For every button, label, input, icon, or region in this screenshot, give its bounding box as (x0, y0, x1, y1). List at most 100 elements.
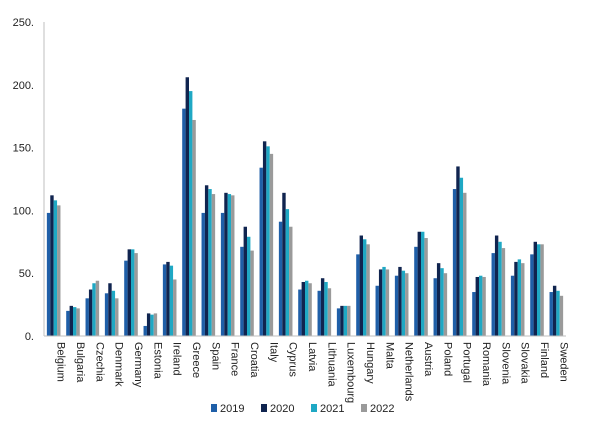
y-tick-label: 250. (13, 17, 34, 29)
bar-2022-spain (211, 194, 216, 336)
legend-swatch (311, 404, 317, 412)
bar-group-malta (375, 266, 390, 336)
bar-2021-latvia (305, 280, 309, 336)
bar-2022-estonia (153, 313, 158, 336)
legend-item-2022: 2022 (361, 403, 394, 415)
bar-2021-lithuania (324, 281, 328, 336)
bar-2020-cyprus (282, 192, 286, 336)
bar-2019-finland (530, 254, 534, 336)
bar-group-bulgaria (66, 305, 80, 336)
x-tick-label: Bulgaria (74, 342, 86, 383)
bar-2019-germany (124, 260, 128, 336)
bar-2019-croatia (240, 246, 244, 336)
bar-2021-ireland (169, 265, 174, 336)
bar-2020-austria (417, 231, 421, 336)
bar-2019-denmark (104, 293, 109, 336)
bar-2019-slovakia (510, 275, 515, 336)
x-tick-label: Denmark (113, 342, 125, 387)
bar-2021-bulgaria (73, 307, 77, 336)
x-tick-label: Estonia (151, 342, 163, 380)
bar-2019-slovenia (491, 253, 495, 336)
bar-2022-portugal (463, 192, 467, 336)
bar-2022-sweden (559, 295, 564, 336)
bar-2022-denmark (115, 298, 119, 336)
bar-2020-finland (533, 241, 537, 336)
x-tick-label: Netherlands (403, 342, 415, 402)
bar-2020-slovakia (514, 261, 518, 336)
bar-2021-netherlands (401, 270, 406, 336)
bar-2022-slovenia (501, 248, 506, 336)
bar-2022-luxembourg (347, 305, 351, 336)
legend-label: 2020 (270, 403, 294, 415)
bar-group-ireland (162, 261, 177, 336)
bar-2020-luxembourg (340, 305, 344, 336)
x-tick-label: Poland (441, 342, 453, 376)
x-tick-label: Spain (209, 342, 221, 370)
bar-2019-france (220, 212, 225, 336)
bar-2019-bulgaria (66, 310, 70, 336)
bar-2021-sweden (556, 290, 560, 336)
bar-2019-greece (182, 108, 186, 336)
bar-2020-malta (378, 269, 383, 336)
bar-group-italy (259, 141, 274, 336)
bar-2020-estonia (146, 313, 151, 336)
bar-2019-latvia (298, 289, 302, 336)
bar-2022-malta (385, 269, 390, 336)
bar-2021-slovakia (517, 259, 522, 336)
bar-group-latvia (298, 280, 312, 336)
bar-2022-slovakia (521, 263, 525, 336)
bar-2021-austria (421, 231, 425, 336)
bar-2021-hungary (363, 239, 367, 336)
bar-2019-sweden (549, 292, 553, 336)
legend-item-2019: 2019 (211, 403, 244, 415)
bar-2022-hungary (366, 244, 370, 336)
y-tick-label: 100. (13, 205, 34, 217)
bar-2021-malta (382, 266, 386, 336)
bar-2022-france (231, 195, 235, 336)
bar-group-czechia (85, 280, 100, 336)
x-tick-label: Czechia (93, 342, 105, 383)
legend-swatch (211, 404, 217, 412)
bar-group-slovakia (510, 259, 525, 336)
y-tick-label: 150. (13, 143, 34, 155)
bar-2022-bulgaria (76, 308, 80, 336)
x-tick-label: Belgium (55, 342, 67, 382)
bar-group-finland (530, 241, 544, 336)
bar-group-germany (124, 249, 138, 336)
bar-group-portugal (452, 166, 467, 336)
x-tick-label: Portugal (461, 342, 473, 383)
bar-group-slovenia (491, 235, 506, 336)
bar-2020-greece (185, 77, 189, 336)
bar-2020-lithuania (320, 278, 325, 336)
bar-group-luxembourg (336, 305, 351, 336)
bar-group-denmark (104, 283, 119, 336)
legend-label: 2019 (220, 403, 244, 415)
bar-2020-bulgaria (69, 305, 73, 336)
bar-2022-belgium (57, 205, 61, 336)
x-tick-label: Finland (538, 342, 550, 378)
bar-2022-netherlands (405, 273, 409, 336)
bar-group-estonia (143, 313, 158, 336)
bar-2022-greece (192, 119, 196, 336)
bar-2020-croatia (243, 226, 247, 336)
bar-2021-germany (131, 249, 135, 336)
x-tick-label: Slovakia (519, 342, 531, 384)
bars-group (46, 77, 564, 336)
bar-2021-portugal (459, 177, 464, 336)
bar-2021-croatia (247, 236, 251, 336)
bar-2022-italy (269, 153, 274, 336)
bar-group-spain (201, 185, 216, 336)
bar-2020-germany (127, 249, 131, 336)
x-axis: Belgium Bulgaria Czechia Denmark Germany Esto… (44, 335, 569, 403)
bar-2019-belgium (46, 212, 51, 336)
bar-2019-estonia (143, 325, 147, 336)
legend-item-2020: 2020 (261, 403, 294, 415)
bar-2019-spain (201, 212, 205, 336)
bar-2020-spain (204, 185, 209, 336)
bar-2020-poland (436, 263, 441, 336)
bar-2019-cyprus (278, 221, 283, 336)
bar-2021-finland (537, 244, 541, 336)
bar-2021-czechia (92, 283, 96, 336)
